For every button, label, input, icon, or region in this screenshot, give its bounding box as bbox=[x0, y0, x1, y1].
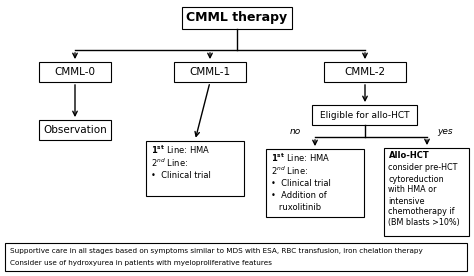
Bar bbox=[384, 148, 470, 236]
Text: •  Clinical trial: • Clinical trial bbox=[271, 179, 331, 189]
Text: Consider use of hydroxyurea in patients with myeloproliferative features: Consider use of hydroxyurea in patients … bbox=[10, 260, 272, 266]
Bar bbox=[182, 7, 292, 29]
Text: CMML-0: CMML-0 bbox=[55, 67, 95, 77]
Bar bbox=[174, 62, 246, 82]
Text: chemotherapy if: chemotherapy if bbox=[389, 208, 455, 216]
Text: Supportive care in all stages based on symptoms similar to MDS with ESA, RBC tra: Supportive care in all stages based on s… bbox=[10, 248, 423, 254]
Text: consider pre-HCT: consider pre-HCT bbox=[389, 163, 458, 172]
Text: •  Addition of: • Addition of bbox=[271, 192, 327, 200]
Text: Observation: Observation bbox=[43, 125, 107, 135]
Text: (BM blasts >10%): (BM blasts >10%) bbox=[389, 219, 460, 227]
Text: $\mathbf{1^{st}}$ Line: HMA: $\mathbf{1^{st}}$ Line: HMA bbox=[151, 144, 210, 156]
Text: Eligible for allo-HCT: Eligible for allo-HCT bbox=[320, 110, 410, 120]
Bar bbox=[266, 149, 364, 217]
Text: $\mathbf{1^{st}}$ Line: HMA: $\mathbf{1^{st}}$ Line: HMA bbox=[271, 152, 330, 164]
Bar bbox=[146, 140, 244, 195]
Text: •  Clinical trial: • Clinical trial bbox=[151, 171, 211, 181]
Text: intensive: intensive bbox=[389, 197, 425, 206]
Text: cytoreduction: cytoreduction bbox=[389, 174, 444, 184]
Bar bbox=[39, 120, 111, 140]
Bar bbox=[5, 243, 467, 271]
Bar bbox=[312, 105, 418, 125]
Bar bbox=[39, 62, 111, 82]
Text: yes: yes bbox=[437, 128, 453, 137]
Text: CMML therapy: CMML therapy bbox=[186, 12, 288, 25]
Text: CMML-2: CMML-2 bbox=[345, 67, 385, 77]
Text: no: no bbox=[289, 128, 301, 137]
Text: CMML-1: CMML-1 bbox=[190, 67, 230, 77]
Bar bbox=[324, 62, 406, 82]
Text: ruxolitinib: ruxolitinib bbox=[271, 203, 321, 213]
Text: $2^{nd}$ Line:: $2^{nd}$ Line: bbox=[271, 165, 308, 177]
Text: with HMA or: with HMA or bbox=[389, 185, 437, 195]
Text: $2^{nd}$ Line:: $2^{nd}$ Line: bbox=[151, 157, 188, 169]
Text: Allo-HCT: Allo-HCT bbox=[389, 152, 429, 161]
